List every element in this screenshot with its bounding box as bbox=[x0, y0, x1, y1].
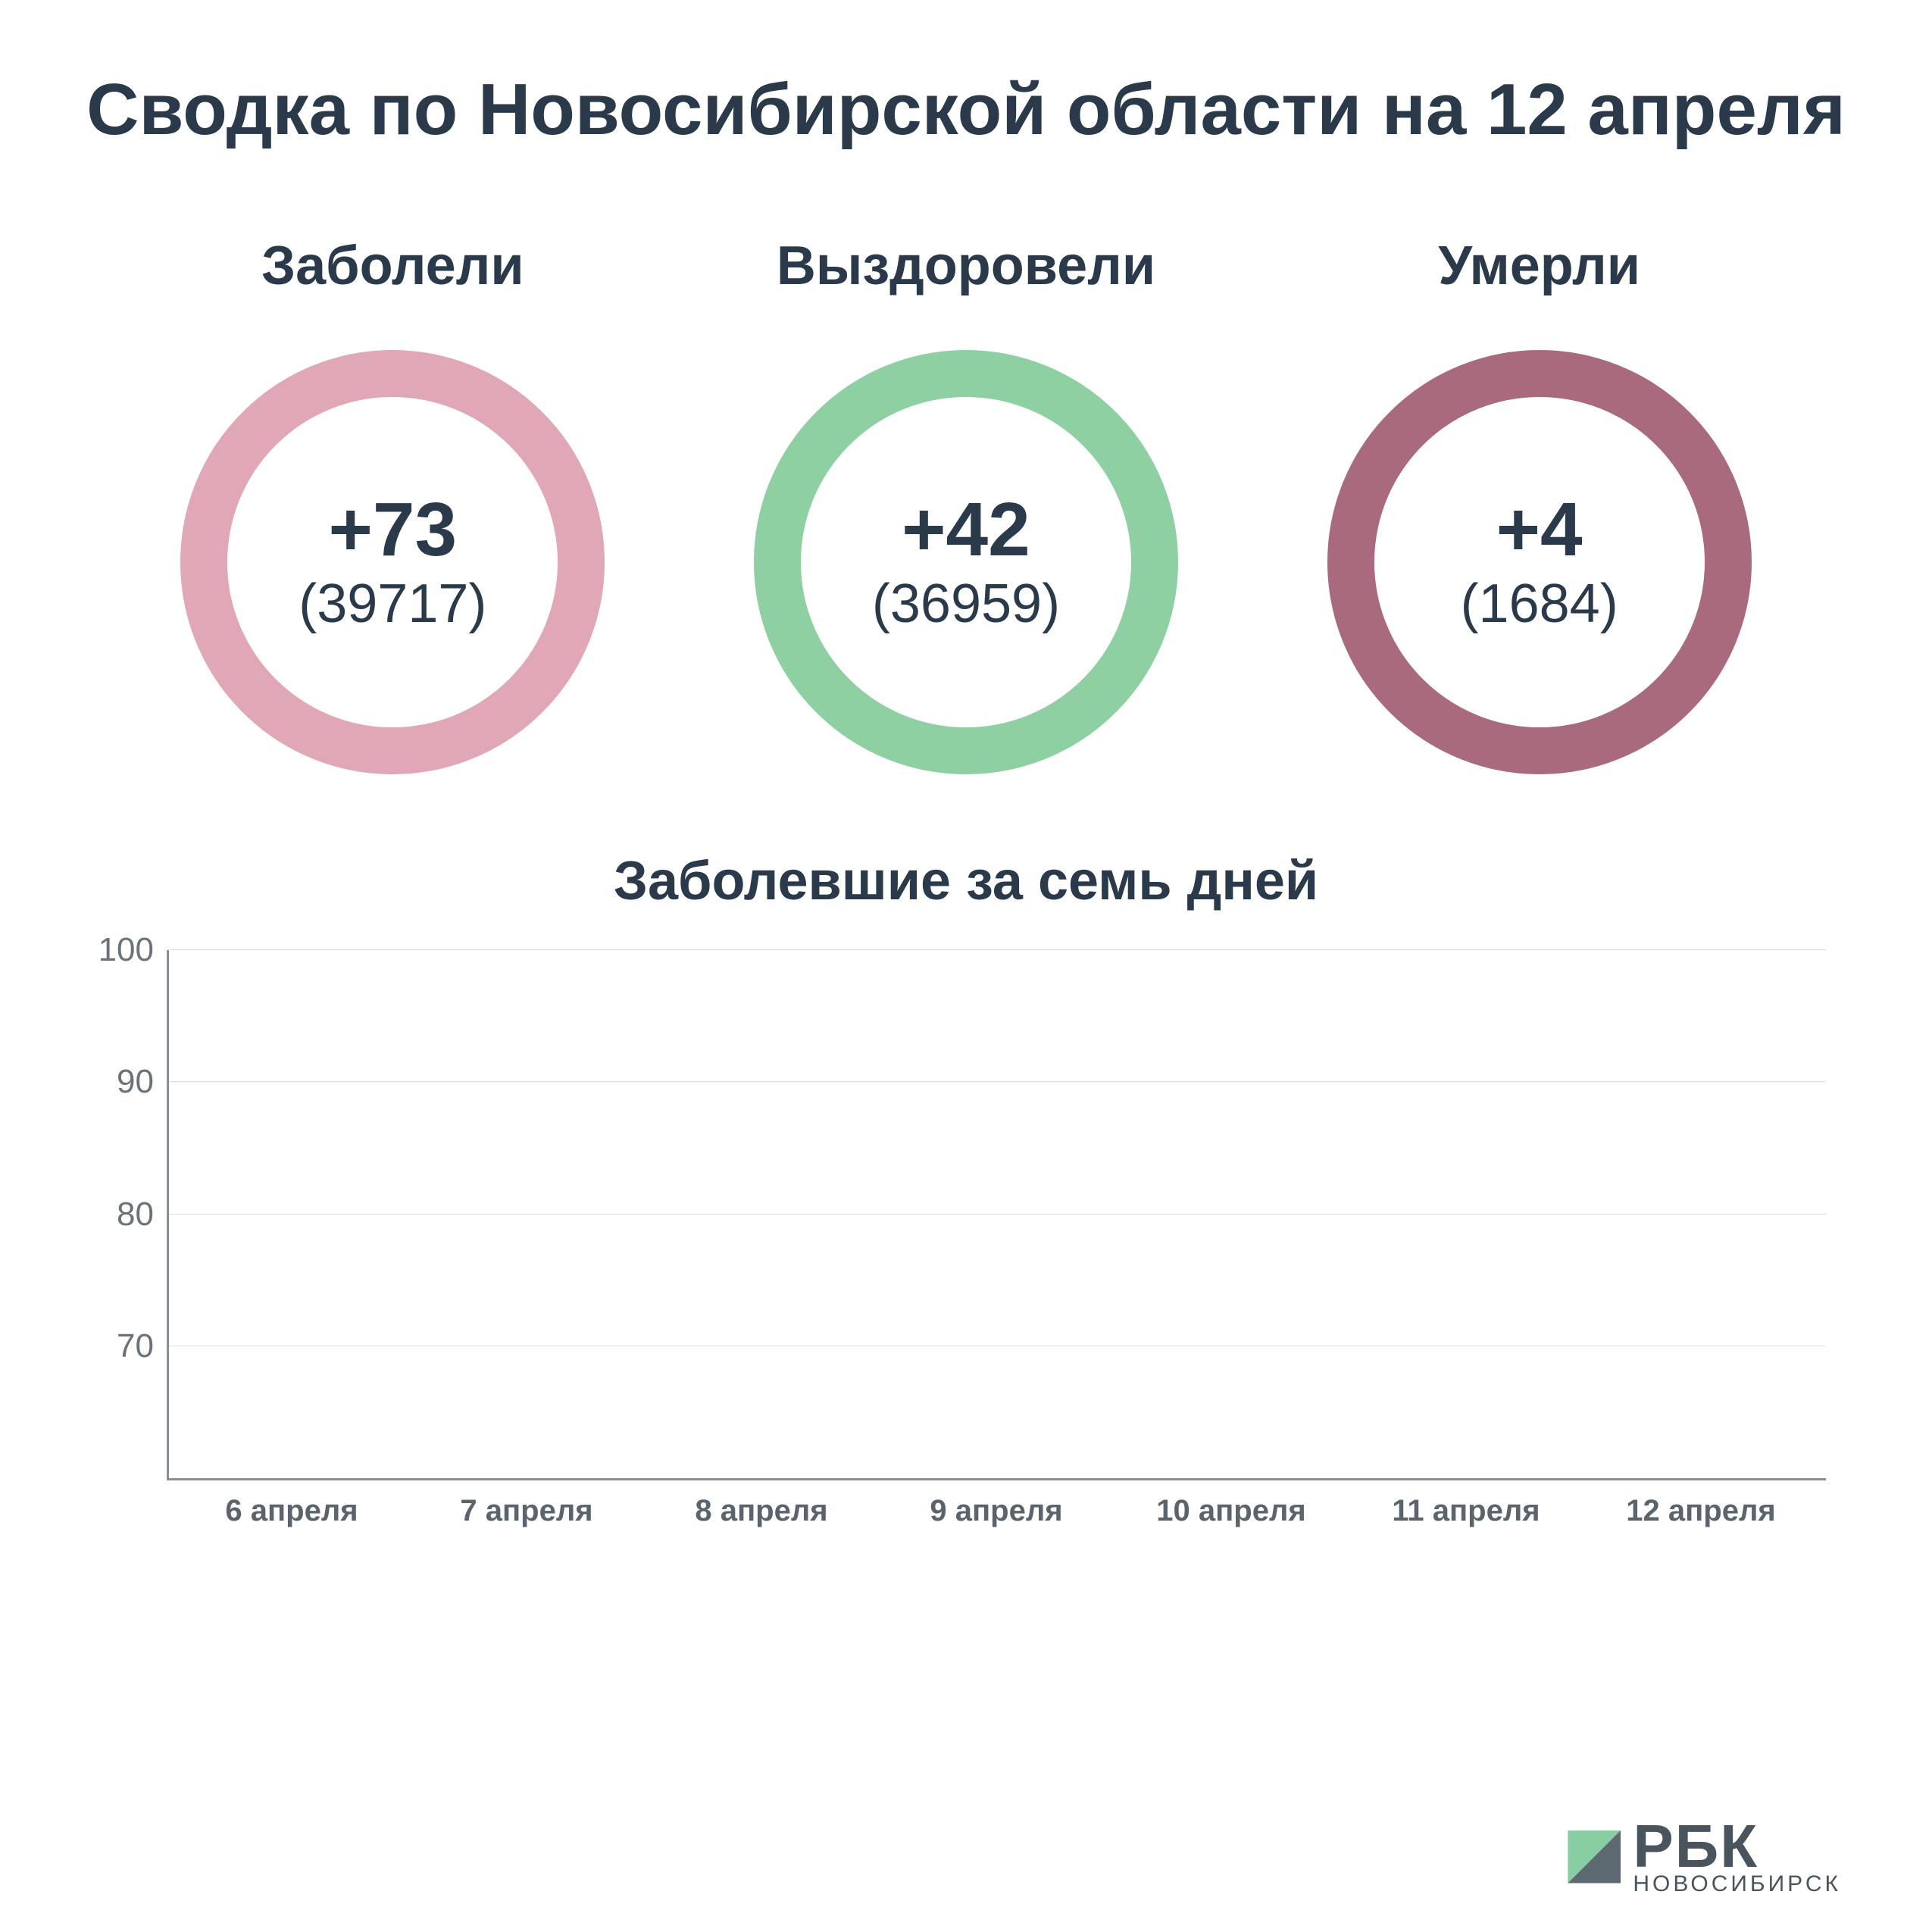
gridline bbox=[169, 1081, 1826, 1082]
logo-text: РБК НОВОСИБИРСК bbox=[1633, 1819, 1841, 1894]
stat-rings-row: Заболели +73 (39717) Выздоровели +42 (36… bbox=[76, 235, 1856, 774]
bars-container bbox=[169, 950, 1826, 1478]
stat-ring-recovered: Выздоровели +42 (36959) bbox=[682, 235, 1249, 774]
stat-ring-deaths: Умерли +4 (1684) bbox=[1255, 235, 1823, 774]
stat-delta: +73 bbox=[329, 488, 458, 571]
stat-total: (36959) bbox=[872, 571, 1060, 636]
y-axis-label: 90 bbox=[86, 1063, 154, 1101]
stat-total: (39717) bbox=[299, 571, 486, 636]
gridline bbox=[169, 1214, 1826, 1215]
x-axis-label: 9 апреля bbox=[889, 1494, 1103, 1528]
y-axis-label: 70 bbox=[86, 1327, 154, 1365]
chart-title: Заболевшие за семь дней bbox=[76, 850, 1856, 912]
x-axis-labels: 6 апреля 7 апреля 8 апреля 9 апреля 10 апрел… bbox=[167, 1480, 1826, 1528]
stat-delta: +42 bbox=[902, 488, 1030, 571]
y-axis-label: 80 bbox=[86, 1196, 154, 1233]
stat-label: Выздоровели bbox=[777, 235, 1155, 297]
ring-circle: +42 (36959) bbox=[754, 350, 1178, 774]
stat-ring-infected: Заболели +73 (39717) bbox=[109, 235, 677, 774]
bar-chart: 708090100 6 апреля 7 апреля 8 апреля 9 апре… bbox=[76, 950, 1856, 1528]
x-axis-label: 11 апреля bbox=[1359, 1494, 1573, 1528]
stat-total: (1684) bbox=[1461, 571, 1618, 636]
x-axis-label: 8 апреля bbox=[655, 1494, 868, 1528]
x-axis-label: 6 апреля bbox=[185, 1494, 399, 1528]
stat-label: Заболели bbox=[261, 235, 524, 297]
source-logo: РБК НОВОСИБИРСК bbox=[1568, 1819, 1841, 1894]
x-axis-label: 12 апреля bbox=[1594, 1494, 1808, 1528]
logo-main-text: РБК bbox=[1633, 1819, 1758, 1874]
ring-circle: +4 (1684) bbox=[1327, 350, 1752, 774]
stat-label: Умерли bbox=[1438, 235, 1640, 297]
page-title: Сводка по Новосибирской области на 12 ап… bbox=[76, 68, 1856, 152]
chart-plot-area: 708090100 bbox=[167, 950, 1826, 1480]
y-axis-label: 100 bbox=[86, 931, 154, 969]
gridline bbox=[169, 949, 1826, 950]
stat-delta: +4 bbox=[1496, 488, 1583, 571]
x-axis-label: 7 апреля bbox=[420, 1494, 633, 1528]
logo-sub-text: НОВОСИБИРСК bbox=[1633, 1874, 1841, 1894]
ring-circle: +73 (39717) bbox=[180, 350, 605, 774]
logo-icon bbox=[1568, 1830, 1621, 1884]
x-axis-label: 10 апреля bbox=[1124, 1494, 1338, 1528]
